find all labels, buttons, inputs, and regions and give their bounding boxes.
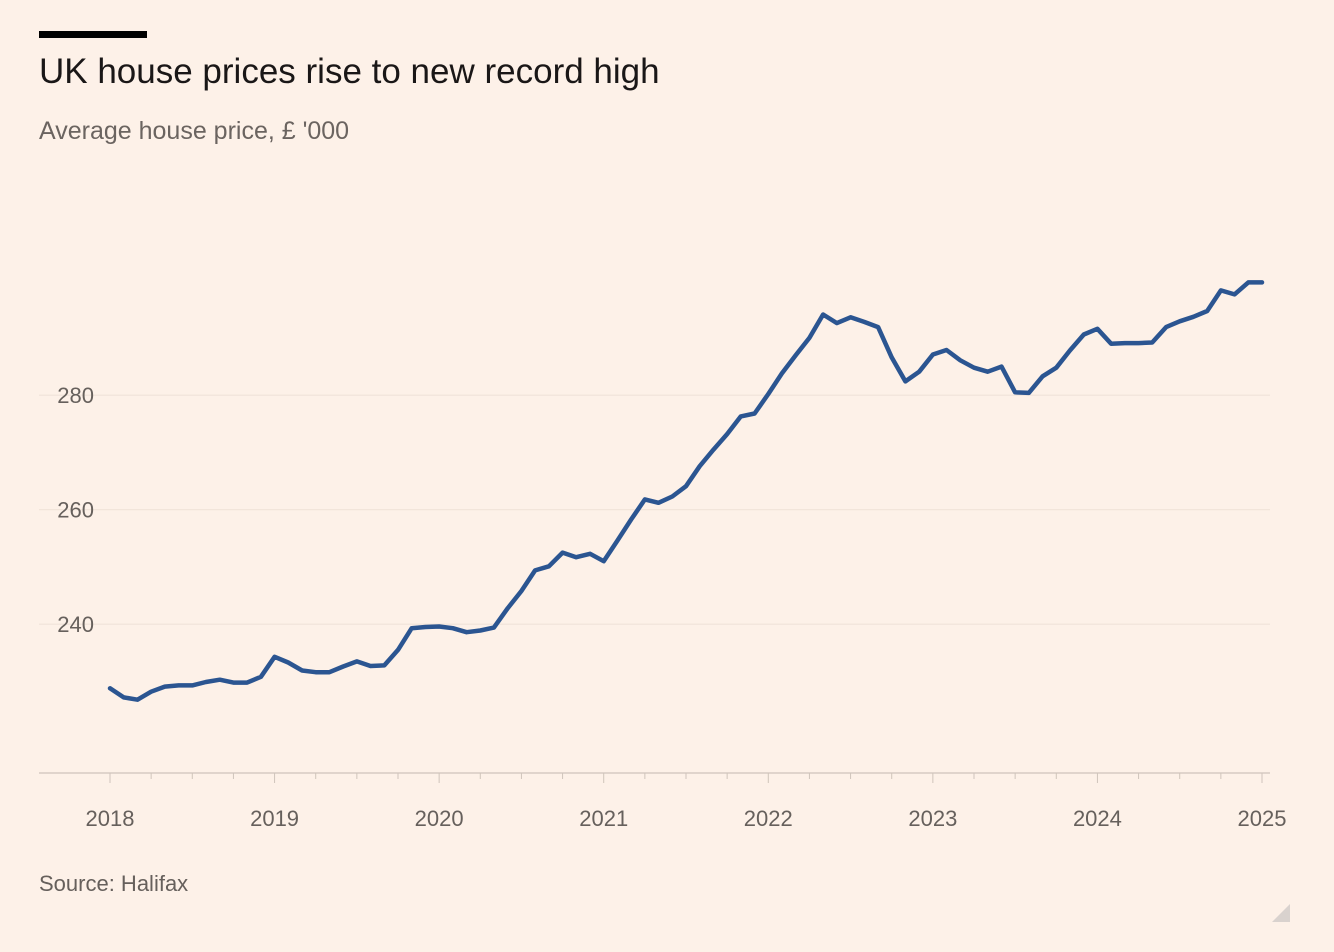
x-tick-label: 2023	[908, 806, 957, 831]
x-tick-label: 2019	[250, 806, 299, 831]
x-tick-label: 2021	[579, 806, 628, 831]
chart-title: UK house prices rise to new record high	[39, 52, 660, 91]
chart-source: Source: Halifax	[39, 871, 189, 896]
title-accent-bar	[39, 31, 147, 38]
x-tick-label: 2024	[1073, 806, 1122, 831]
y-tick-label: 280	[57, 383, 94, 408]
chart-subtitle: Average house price, £ '000	[39, 117, 350, 145]
data-series	[107, 280, 1265, 702]
y-gridlines	[39, 394, 1270, 625]
resize-handle-icon[interactable]	[1272, 904, 1290, 922]
x-tick-label: 2020	[415, 806, 464, 831]
y-tick-label: 240	[57, 612, 94, 637]
x-tick-label: 2018	[86, 806, 135, 831]
series-line	[107, 280, 1265, 702]
y-tick-labels: 240 260 280	[57, 383, 94, 637]
x-tick-labels: 2018 2019 2020 2021 2022 2023 2024 2025	[86, 806, 1287, 831]
y-tick-label: 260	[57, 498, 94, 523]
x-axis	[39, 772, 1270, 783]
x-tick-label: 2022	[744, 806, 793, 831]
x-tick-label: 2025	[1238, 806, 1287, 831]
